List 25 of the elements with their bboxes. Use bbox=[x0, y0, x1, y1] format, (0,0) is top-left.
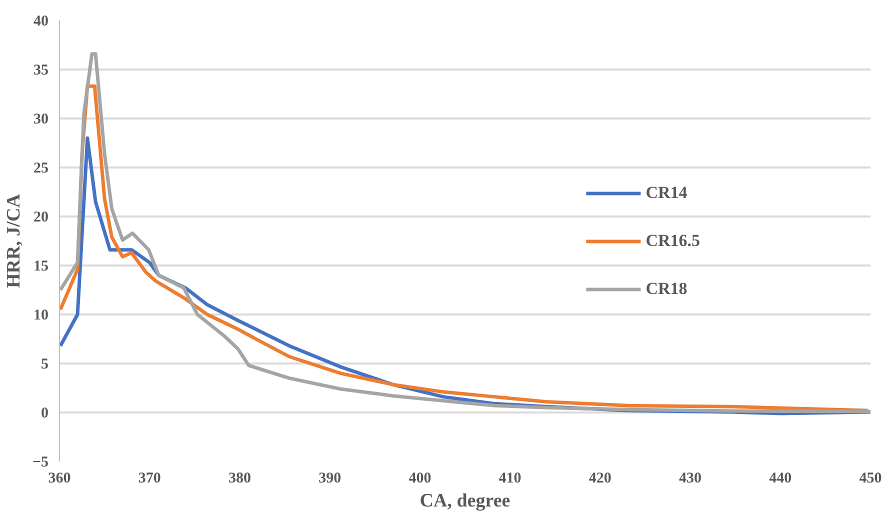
x-tick-label: 400 bbox=[408, 470, 432, 486]
y-tick-label: 40 bbox=[34, 14, 48, 30]
x-tick-label: 360 bbox=[48, 470, 71, 486]
y-axis-title: HRR, J/CA bbox=[3, 194, 24, 288]
x-tick-label: 440 bbox=[769, 470, 792, 486]
x-tick-label: 450 bbox=[859, 470, 882, 486]
y-tick-label: 35 bbox=[34, 62, 48, 78]
legend-label: CR14 bbox=[646, 182, 688, 202]
x-tick-label: 420 bbox=[588, 470, 612, 486]
x-tick-label: 380 bbox=[228, 470, 251, 486]
legend-label: CR16.5 bbox=[646, 230, 700, 250]
y-tick-label: 5 bbox=[41, 356, 48, 372]
x-axis-title: CA, degree bbox=[420, 490, 510, 512]
y-tick-label: 15 bbox=[34, 258, 48, 274]
x-tick-label: 410 bbox=[498, 470, 522, 486]
y-tick-label: 10 bbox=[34, 308, 48, 324]
y-tick-label: 0 bbox=[41, 406, 48, 422]
x-tick-label: 390 bbox=[318, 470, 342, 486]
y-tick-label: 30 bbox=[34, 112, 48, 128]
y-tick-label: 20 bbox=[34, 210, 48, 226]
y-tick-label: −5 bbox=[32, 454, 49, 470]
x-tick-label: 430 bbox=[679, 470, 702, 486]
y-tick-label: 25 bbox=[34, 160, 48, 176]
x-tick-label: 370 bbox=[138, 470, 161, 486]
legend-label: CR18 bbox=[646, 278, 688, 298]
